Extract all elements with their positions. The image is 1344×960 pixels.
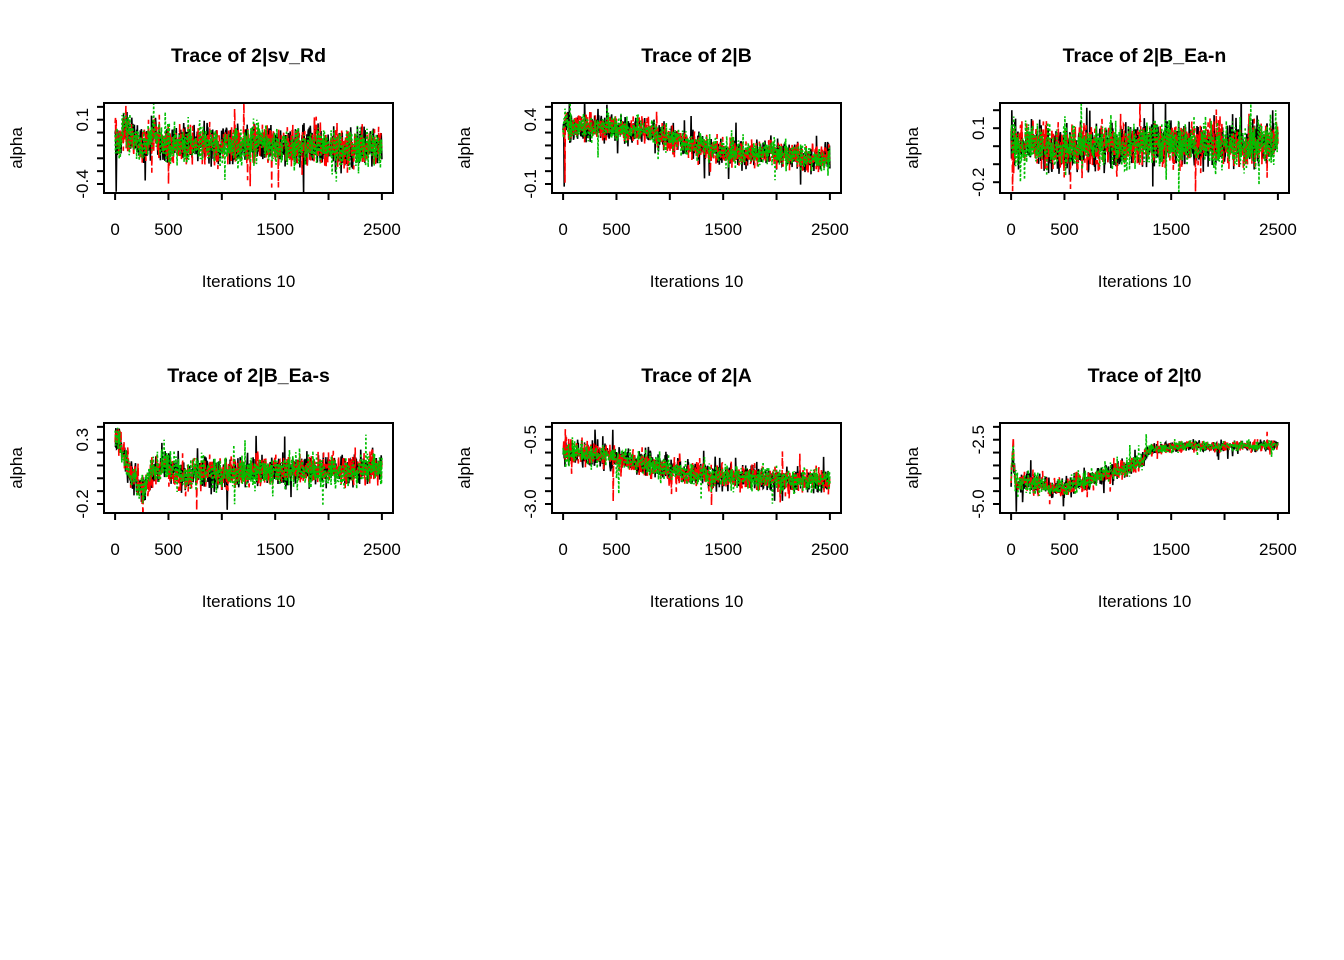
x-axis-label: Iterations 10 bbox=[1098, 592, 1192, 611]
chart-title: Trace of 2|sv_Rd bbox=[171, 45, 326, 67]
trace-plot-cell-a: 0 500 1500 2500 -0.5 -3.0 Trace of 2|A Iteratio… bbox=[448, 320, 896, 640]
plot-box bbox=[103, 102, 394, 194]
trace-area bbox=[562, 103, 831, 187]
x-tick-label: 1500 bbox=[256, 220, 294, 239]
y-axis-label: alpha bbox=[903, 447, 922, 489]
x-tick-label: 1500 bbox=[704, 540, 742, 559]
trace-line-chain-3 bbox=[1010, 434, 1279, 498]
y-axis-label: alpha bbox=[7, 447, 26, 489]
trace-plot-svg: 0 500 1500 2500 0.1 -0.4 Trace of 2|sv_Rd Itera… bbox=[7, 45, 401, 291]
x-axis-label: Iterations 10 bbox=[1098, 272, 1192, 291]
y-tick-label: -0.5 bbox=[521, 425, 540, 454]
trace-plot-svg: 0 500 1500 2500 0.1 -0.2 Trace of 2|B_Ea-n Iter… bbox=[903, 45, 1297, 291]
x-tick-label: 500 bbox=[1050, 220, 1078, 239]
trace-plot-svg: 0 500 1500 2500 0.4 -0.1 Trace of 2|B Iteration… bbox=[455, 45, 849, 291]
x-tick-label: 0 bbox=[558, 220, 567, 239]
trace-plot-grid: 0 500 1500 2500 0.1 -0.4 Trace of 2|sv_Rd Itera… bbox=[0, 0, 1344, 640]
trace-area bbox=[562, 429, 831, 506]
y-tick-label: 0.1 bbox=[73, 108, 92, 132]
chart-title: Trace of 2|B bbox=[641, 45, 752, 67]
trace-plot-svg: 0 500 1500 2500 0.3 -0.2 Trace of 2|B_Ea-s Iter… bbox=[7, 365, 401, 611]
y-tick-label: -5.0 bbox=[969, 489, 988, 518]
x-tick-label: 500 bbox=[154, 220, 182, 239]
trace-plot-cell-sv-rd: 0 500 1500 2500 0.1 -0.4 Trace of 2|sv_Rd Itera… bbox=[0, 0, 448, 320]
x-tick-label: 1500 bbox=[256, 540, 294, 559]
x-tick-label: 0 bbox=[1006, 220, 1015, 239]
chart-title: Trace of 2|t0 bbox=[1088, 365, 1202, 387]
x-tick-label: 500 bbox=[1050, 540, 1078, 559]
plot-box bbox=[551, 422, 842, 514]
plot-box bbox=[551, 102, 842, 194]
x-tick-label: 1500 bbox=[1152, 540, 1190, 559]
y-axis-label: alpha bbox=[455, 447, 474, 489]
x-axis-label: Iterations 10 bbox=[202, 592, 296, 611]
trace-area bbox=[114, 103, 383, 193]
y-axis-label: alpha bbox=[455, 127, 474, 169]
chart-title: Trace of 2|B_Ea-n bbox=[1063, 45, 1227, 67]
trace-line-chain-3 bbox=[1010, 103, 1279, 193]
y-tick-label: -0.2 bbox=[73, 489, 92, 518]
trace-plot-cell-b-ea-s: 0 500 1500 2500 0.3 -0.2 Trace of 2|B_Ea-s Iter… bbox=[0, 320, 448, 640]
x-axis-label: Iterations 10 bbox=[650, 272, 744, 291]
x-tick-label: 500 bbox=[154, 540, 182, 559]
y-tick-label: 0.1 bbox=[969, 116, 988, 140]
x-tick-label: 2500 bbox=[811, 540, 849, 559]
trace-plot-svg: 0 500 1500 2500 -0.5 -3.0 Trace of 2|A Iteratio… bbox=[455, 365, 849, 611]
x-tick-label: 1500 bbox=[1152, 220, 1190, 239]
y-tick-label: -0.2 bbox=[969, 168, 988, 197]
y-tick-label: 0.3 bbox=[73, 428, 92, 452]
trace-plot-cell-b-ea-n: 0 500 1500 2500 0.1 -0.2 Trace of 2|B_Ea-n Iter… bbox=[896, 0, 1344, 320]
trace-line-chain-3 bbox=[114, 103, 383, 182]
trace-area bbox=[1010, 431, 1279, 512]
trace-plot-cell-b: 0 500 1500 2500 0.4 -0.1 Trace of 2|B Iteration… bbox=[448, 0, 896, 320]
x-tick-label: 2500 bbox=[811, 220, 849, 239]
x-tick-label: 2500 bbox=[1259, 220, 1297, 239]
chart-title: Trace of 2|B_Ea-s bbox=[167, 365, 330, 387]
x-tick-label: 500 bbox=[602, 220, 630, 239]
x-tick-label: 2500 bbox=[363, 540, 401, 559]
y-tick-label: -0.1 bbox=[521, 169, 540, 198]
trace-line-chain-1 bbox=[562, 103, 831, 187]
x-tick-label: 0 bbox=[110, 220, 119, 239]
y-tick-label: 0.4 bbox=[521, 108, 540, 132]
x-tick-label: 1500 bbox=[704, 220, 742, 239]
plot-box bbox=[999, 102, 1290, 194]
y-axis-label: alpha bbox=[903, 127, 922, 169]
trace-plot-svg: 0 500 1500 2500 -2.5 -5.0 Trace of 2|t0 Iterati… bbox=[903, 365, 1297, 611]
x-tick-label: 0 bbox=[110, 540, 119, 559]
chart-title: Trace of 2|A bbox=[641, 365, 752, 387]
y-axis-label: alpha bbox=[7, 127, 26, 169]
trace-line-chain-3 bbox=[562, 103, 831, 181]
x-axis-label: Iterations 10 bbox=[650, 592, 744, 611]
y-tick-label: -2.5 bbox=[969, 425, 988, 454]
trace-line-chain-3 bbox=[114, 427, 383, 506]
plot-box bbox=[103, 422, 394, 514]
x-tick-label: 500 bbox=[602, 540, 630, 559]
x-tick-label: 2500 bbox=[1259, 540, 1297, 559]
plot-box bbox=[999, 422, 1290, 514]
x-axis-label: Iterations 10 bbox=[202, 272, 296, 291]
trace-line-chain-3 bbox=[562, 437, 831, 504]
trace-plot-cell-t0: 0 500 1500 2500 -2.5 -5.0 Trace of 2|t0 Iterati… bbox=[896, 320, 1344, 640]
x-tick-label: 0 bbox=[558, 540, 567, 559]
y-tick-label: -0.4 bbox=[73, 169, 92, 198]
y-tick-label: -3.0 bbox=[521, 489, 540, 518]
trace-area bbox=[114, 427, 383, 513]
trace-area bbox=[1010, 103, 1279, 193]
x-tick-label: 2500 bbox=[363, 220, 401, 239]
x-tick-label: 0 bbox=[1006, 540, 1015, 559]
